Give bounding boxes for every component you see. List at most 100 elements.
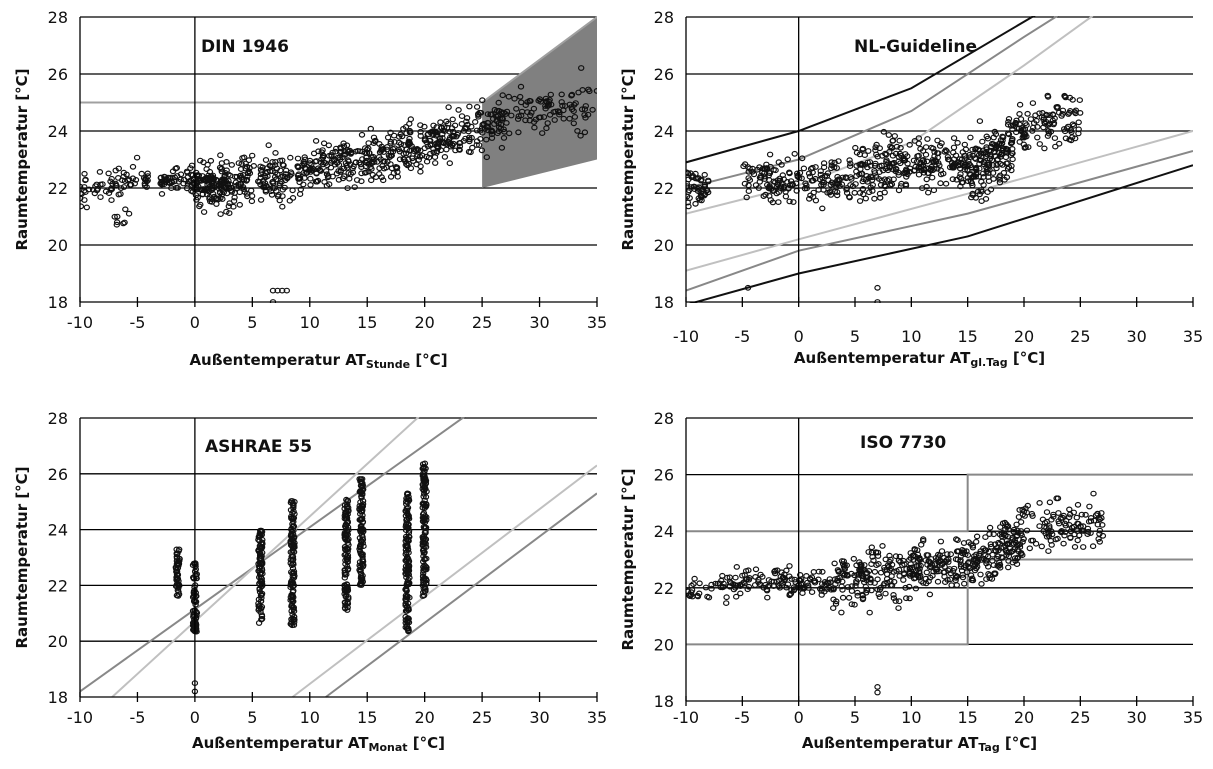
data-point: [1011, 546, 1018, 553]
data-point: [120, 220, 127, 227]
data-point: [307, 175, 314, 182]
data-point: [232, 179, 240, 186]
chart-panel-ashrae-55: -10 -5 0 5 10 15 20 25 30 35 18 20 22 24 26 28 ASHRAE 55…: [0, 395, 607, 765]
data-point: [879, 542, 886, 549]
data-point: [1020, 536, 1027, 542]
data-point: [456, 143, 464, 150]
data-point: [262, 157, 270, 163]
data-point: [819, 568, 826, 575]
data-point: [420, 575, 428, 582]
data-point: [279, 193, 286, 200]
tick-label-y: 26: [48, 465, 68, 484]
tick-label-x: 20: [414, 708, 434, 727]
data-point: [581, 129, 589, 136]
data-point: [896, 150, 904, 157]
data-point: [696, 196, 703, 203]
data-point: [327, 159, 335, 166]
data-point: [488, 131, 496, 138]
data-point: [847, 160, 854, 167]
data-point: [732, 583, 740, 589]
tick-label-x: 0: [190, 313, 200, 332]
tick-label-x: -10: [673, 327, 699, 346]
data-point: [491, 121, 498, 127]
data-point: [405, 549, 412, 556]
data-point: [1030, 120, 1038, 126]
data-point: [356, 516, 363, 523]
tick-label-y: 18: [654, 692, 674, 711]
data-point: [329, 149, 336, 156]
data-point: [258, 615, 266, 622]
data-point: [255, 536, 262, 543]
data-point: [890, 166, 897, 173]
data-point: [838, 558, 846, 564]
data-point: [505, 93, 512, 100]
data-point: [752, 566, 760, 573]
data-point: [344, 518, 351, 525]
data-point: [133, 154, 141, 161]
data-point: [491, 106, 498, 113]
data-point: [828, 162, 835, 169]
data-point: [1003, 146, 1010, 153]
data-point: [978, 580, 985, 587]
tick-label-x: 5: [247, 708, 257, 727]
data-point: [405, 615, 412, 622]
data-point: [696, 580, 703, 587]
data-point: [923, 552, 930, 558]
data-point: [1045, 128, 1052, 135]
data-point: [341, 532, 348, 539]
data-point: [964, 552, 972, 559]
data-point: [310, 150, 318, 157]
data-point: [192, 598, 200, 605]
data-point: [256, 588, 264, 595]
data-point: [832, 600, 840, 607]
data-point: [423, 514, 430, 520]
data-point: [441, 128, 448, 134]
data-point: [115, 165, 123, 172]
data-point: [93, 181, 100, 188]
data-point: [1002, 542, 1009, 549]
data-point: [752, 573, 759, 580]
data-point: [405, 580, 412, 587]
data-point: [82, 177, 89, 184]
data-point: [799, 590, 806, 597]
tick-label-x: 10: [300, 313, 320, 332]
data-point: [365, 140, 372, 147]
data-point: [720, 583, 727, 590]
data-point: [971, 155, 979, 162]
tick-label-x: 10: [901, 327, 921, 346]
data-point: [892, 553, 900, 560]
data-point: [1064, 123, 1072, 130]
data-point: [218, 177, 225, 184]
data-point: [843, 562, 850, 569]
data-point: [419, 573, 427, 579]
data-point: [403, 607, 411, 614]
data-point: [244, 193, 251, 200]
tick-label-x: 25: [1070, 327, 1090, 346]
data-point: [932, 566, 939, 573]
data-point: [958, 179, 966, 186]
data-point: [81, 197, 88, 203]
data-point: [859, 145, 867, 152]
data-point: [479, 97, 486, 104]
data-point: [786, 563, 793, 569]
data-point: [272, 149, 279, 156]
data-point: [421, 505, 428, 511]
data-point: [918, 578, 925, 585]
data-point: [405, 160, 412, 167]
tick-label-x: 20: [414, 313, 434, 332]
data-point: [850, 555, 857, 562]
data-point: [839, 586, 846, 593]
data-point: [867, 173, 874, 180]
data-point: [287, 507, 295, 513]
plot-area-iso-7730: [686, 473, 1193, 696]
data-point: [1032, 112, 1039, 119]
data-point: [180, 180, 187, 187]
data-point: [1018, 127, 1025, 134]
x-axis-label: Außentemperatur ATgl.Tag [°C]: [794, 349, 1045, 369]
data-point: [890, 591, 897, 598]
data-point: [200, 209, 208, 215]
data-point: [436, 135, 443, 142]
data-point: [1003, 174, 1011, 181]
data-point: [537, 114, 544, 121]
data-point: [934, 556, 941, 563]
